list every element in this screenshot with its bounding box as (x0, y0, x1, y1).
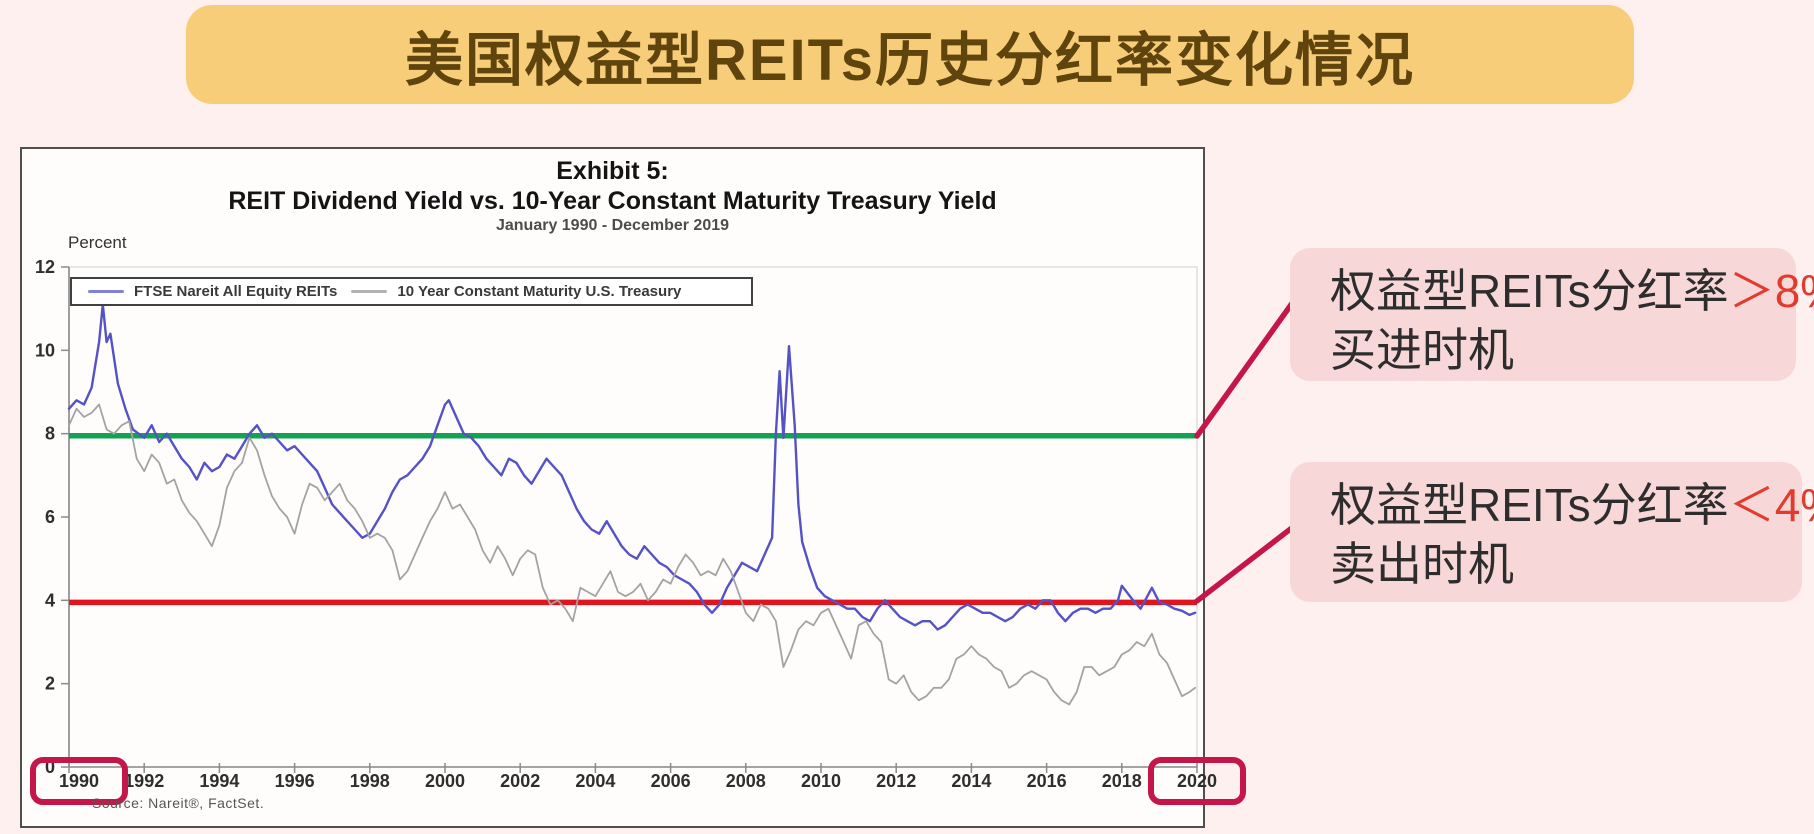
chart-title: REIT Dividend Yield vs. 10-Year Constant… (228, 187, 997, 215)
x-tick-label: 2006 (651, 771, 691, 791)
x-tick-label: 2012 (876, 771, 916, 791)
x-tick-label: 2004 (575, 771, 615, 791)
source-note: Source: Nareit®, FactSet. (92, 795, 265, 811)
treasury-yield-line (68, 403, 1196, 706)
sell-callout-action: 卖出时机 (1330, 538, 1514, 590)
x-tick-label: 1990 (59, 771, 99, 791)
x-tick-label: 1994 (199, 771, 239, 791)
x-tick-label: 2002 (500, 771, 540, 791)
year-highlight-box-1990 (30, 757, 128, 805)
sell-callout-prefix: 权益型REITs分红率 (1330, 479, 1729, 531)
x-tick-label: 2020 (1177, 771, 1217, 791)
page-title: 美国权益型REITs历史分红率变化情况 (404, 27, 1416, 93)
legend-label-reits: FTSE Nareit All Equity REITs (134, 283, 338, 300)
buy-callout-line1: 权益型REITs分红率＞8% (1330, 262, 1814, 321)
x-tick-label: 2008 (726, 771, 766, 791)
y-tick-label: 6 (45, 507, 55, 527)
legend-entry-treasury: 10 Year Constant Maturity U.S. Treasury (351, 283, 681, 300)
y-tick-label: 2 (45, 674, 55, 694)
legend-entry-reits: FTSE Nareit All Equity REITs (88, 283, 337, 300)
x-tick-label: 2014 (951, 771, 991, 791)
chart-date-range: January 1990 - December 2019 (495, 217, 730, 234)
dividend-yield-chart: 0 2 4 6 8 10 12 1990 1992 1994 1996 1998 2000 2002 200… (30, 257, 1246, 805)
buy-signal-callout: 权益型REITs分红率＞8% 买进时机 (1290, 248, 1814, 381)
x-tick-label: 2010 (801, 771, 841, 791)
x-tick-label: 1992 (124, 771, 164, 791)
sell-callout-connector (1194, 524, 1296, 604)
x-tick-label: 2016 (1027, 771, 1067, 791)
callout-connector-lines (1194, 299, 1296, 604)
x-tick-label: 1998 (350, 771, 390, 791)
sell-callout-threshold: ＜4% (1728, 479, 1814, 531)
reits-yield-line (67, 303, 1197, 631)
buy-callout-prefix: 权益型REITs分红率 (1330, 265, 1729, 317)
treasury-line-swatch-icon (351, 290, 388, 293)
chart-card: Exhibit 5: REIT Dividend Yield vs. 10-Ye… (20, 147, 1246, 828)
y-tick-label: 4 (45, 590, 55, 610)
x-tick-label: 1996 (275, 771, 315, 791)
sell-callout-line1: 权益型REITs分红率＜4% (1330, 476, 1814, 535)
year-highlight-box-2020 (1148, 757, 1246, 805)
exhibit-label: Exhibit 5: (556, 157, 669, 185)
buy-callout-action: 买进时机 (1330, 324, 1514, 376)
x-tick-label: 2000 (425, 771, 465, 791)
plot-frame (68, 266, 1198, 768)
y-tick-label: 12 (35, 257, 55, 277)
y-tick-label: 0 (45, 757, 55, 777)
buy-callout-connector (1194, 299, 1296, 439)
y-axis-unit-label: Percent (68, 233, 127, 252)
x-tick-label: 2018 (1102, 771, 1142, 791)
legend-label-treasury: 10 Year Constant Maturity U.S. Treasury (397, 283, 682, 300)
page-title-banner: 美国权益型REITs历史分红率变化情况 (186, 5, 1634, 104)
buy-callout-threshold: ＞8% (1728, 265, 1814, 317)
sell-signal-callout: 权益型REITs分红率＜4% 卖出时机 (1290, 462, 1814, 602)
reits-line-swatch-icon (88, 290, 124, 293)
y-tick-label: 10 (35, 340, 55, 360)
chart-legend: FTSE Nareit All Equity REITs 10 Year Con… (70, 277, 753, 306)
y-tick-label: 8 (45, 424, 55, 444)
